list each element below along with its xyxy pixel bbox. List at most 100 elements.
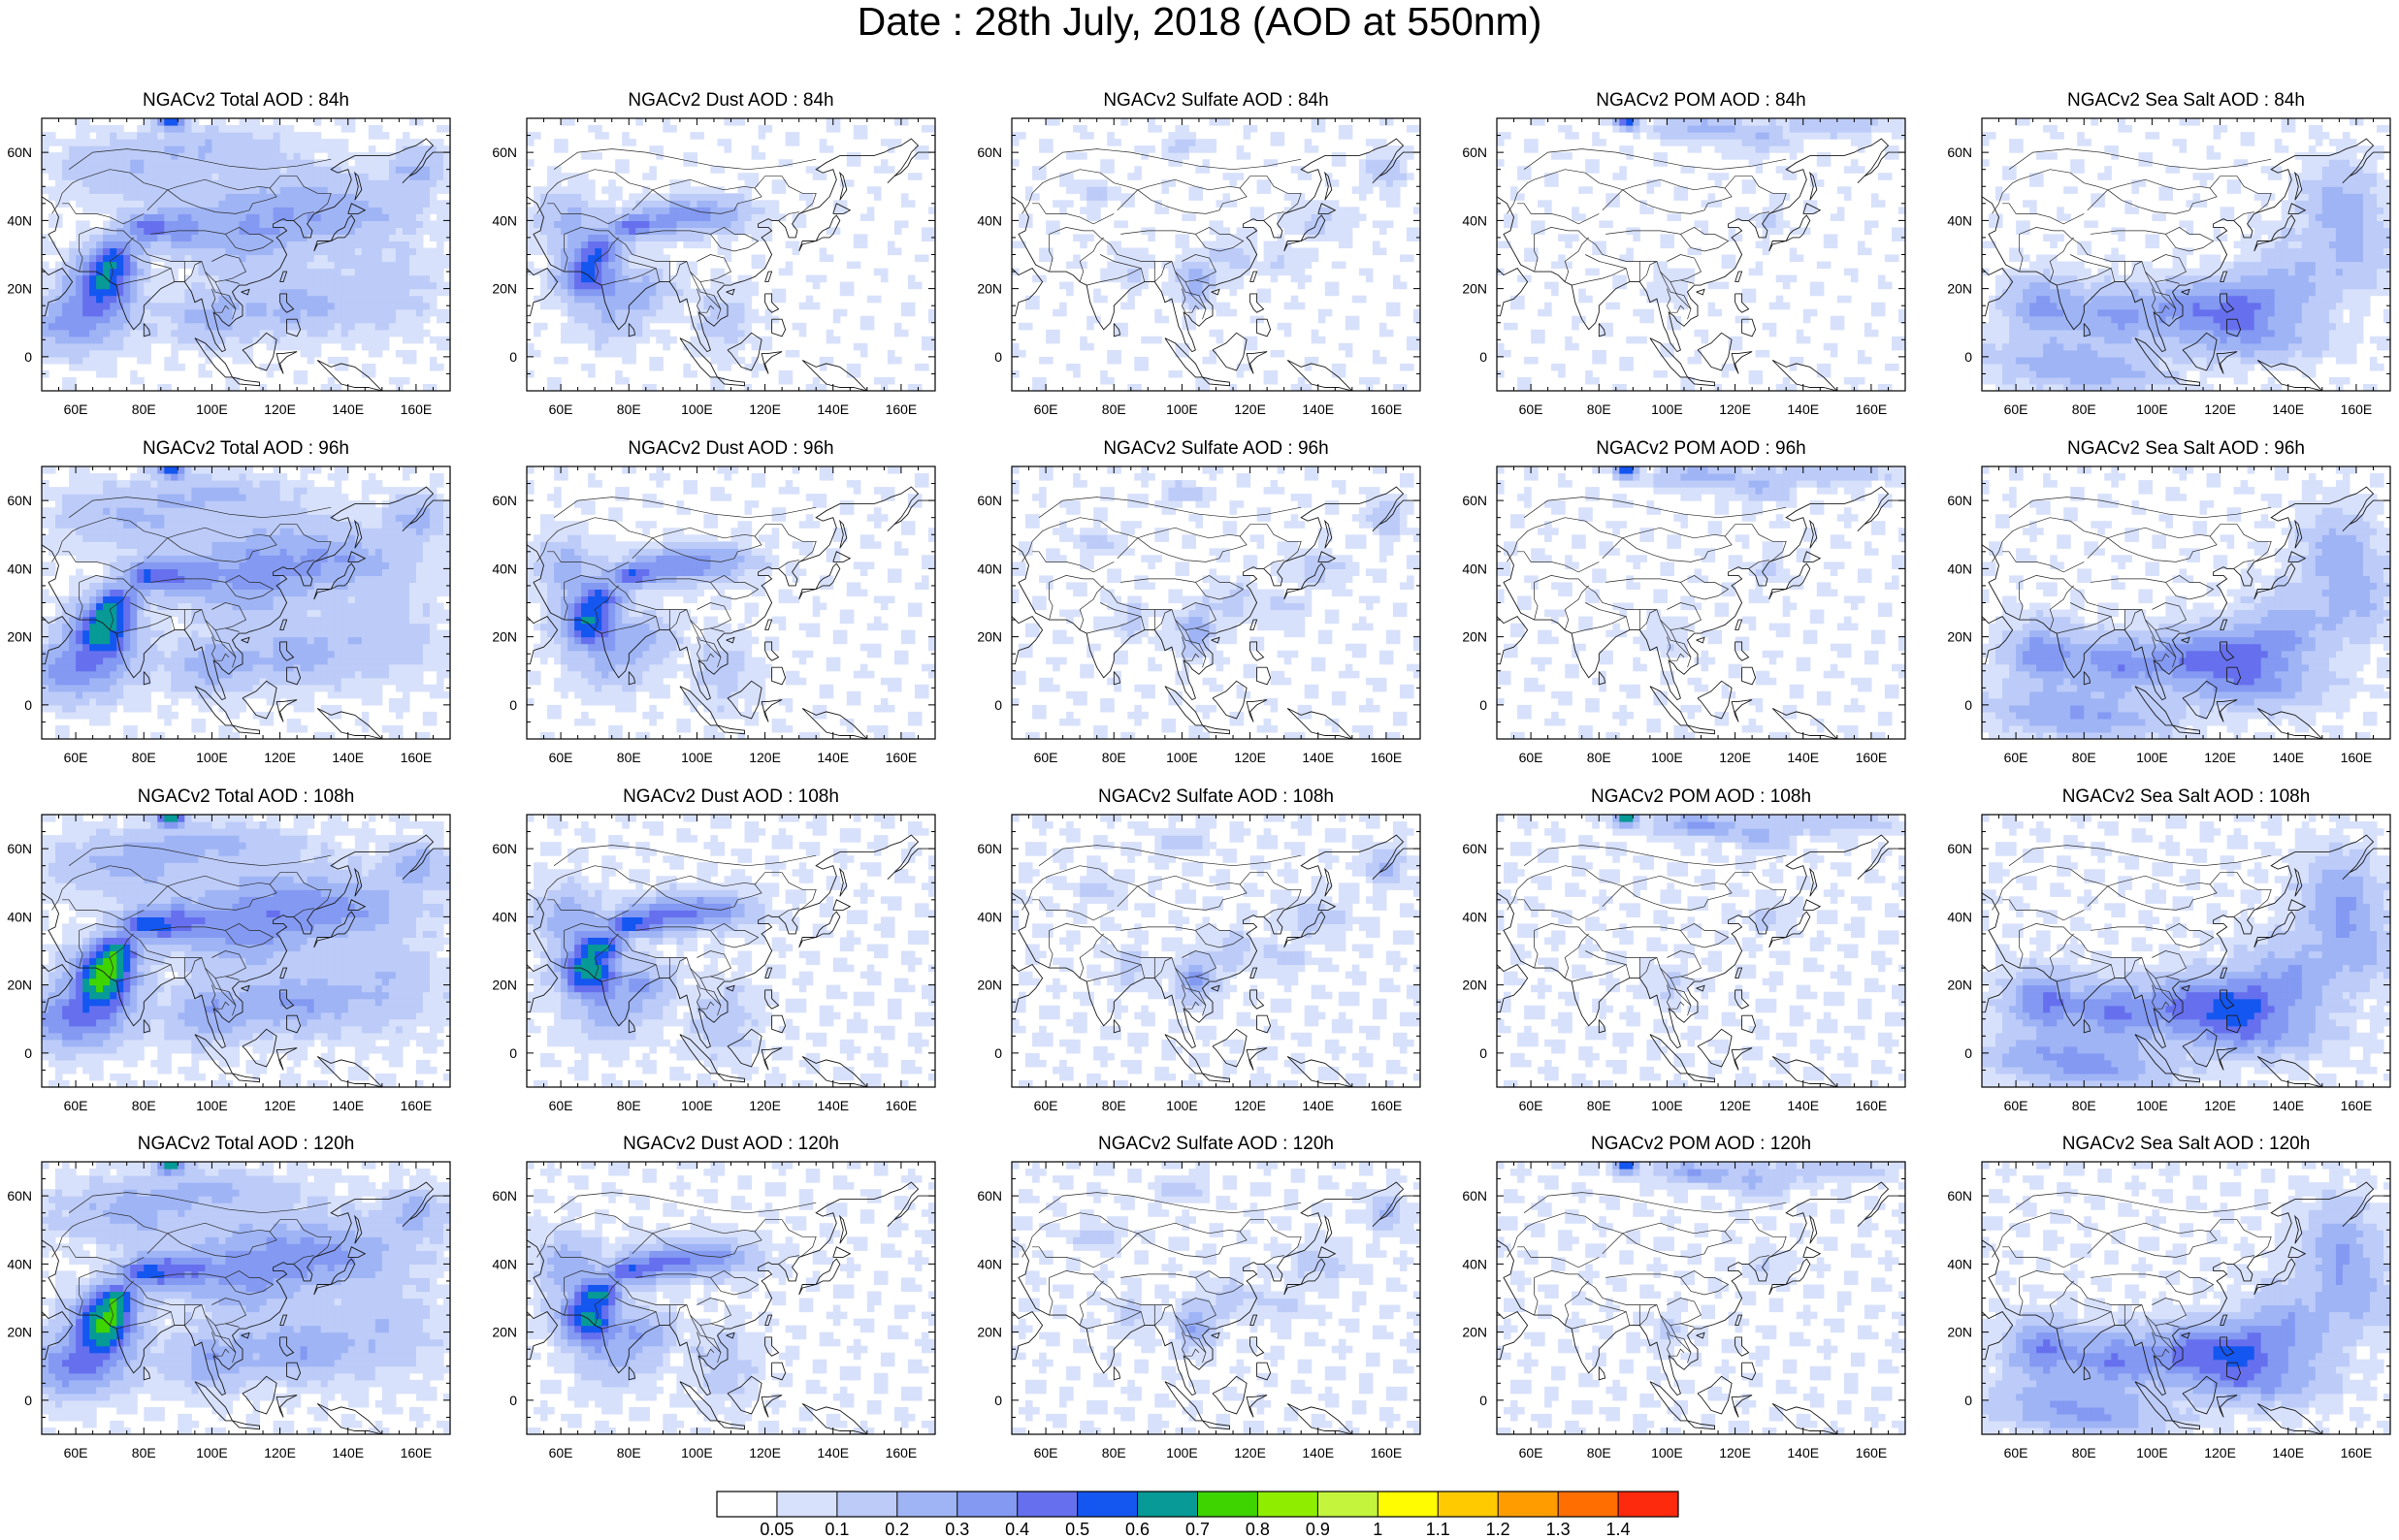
x-tick-label: 120E	[264, 1445, 296, 1460]
colorbar-swatch	[1498, 1492, 1559, 1517]
x-tick-label: 120E	[1719, 1445, 1751, 1460]
x-tick-label: 100E	[196, 1098, 228, 1113]
x-tick-label: 80E	[2072, 1098, 2096, 1113]
coastlines	[1497, 486, 1905, 739]
x-tick-label: 160E	[2341, 401, 2373, 417]
y-tick-label: 20N	[977, 1325, 1002, 1340]
y-tick-label: 0	[1479, 1393, 1487, 1408]
x-tick-label: 60E	[2004, 1445, 2028, 1460]
y-tick-label: 20N	[977, 281, 1002, 297]
aod-field	[42, 118, 450, 391]
x-tick-label: 100E	[2136, 1445, 2168, 1460]
y-tick-label: 0	[509, 1045, 517, 1061]
colorbar-swatch	[776, 1492, 838, 1517]
y-tick-label: 60N	[977, 144, 1002, 160]
aod-field	[1497, 466, 1905, 739]
x-tick-label: 120E	[1719, 401, 1751, 417]
x-tick-label: 80E	[1587, 750, 1611, 765]
colorbar-label: 0.5	[1049, 1521, 1107, 1538]
x-tick-label: 60E	[549, 1098, 573, 1113]
coastlines	[1497, 834, 1905, 1087]
aod-map-total: 60E 80E 100E 120E 140E 160E 60N 40N 20N 0	[7, 814, 451, 1113]
x-tick-label: 100E	[681, 1445, 713, 1460]
aod-map-dust: 60E 80E 100E 120E 140E 160E 60N 40N 20N 0	[492, 465, 936, 765]
x-tick-label: 120E	[2204, 1098, 2236, 1113]
x-tick-label: 160E	[401, 1445, 433, 1460]
panel-title: NGACv2 Sulfate AOD : 96h	[973, 439, 1459, 459]
colorbar-swatches	[716, 1491, 1679, 1518]
x-tick-label: 120E	[264, 401, 296, 417]
y-tick-label: 20N	[7, 978, 32, 993]
y-tick-label: 20N	[492, 281, 517, 297]
panel-title: NGACv2 Dust AOD : 108h	[488, 787, 974, 807]
country-borders	[1021, 1192, 1302, 1364]
x-tick-label: 80E	[1587, 1445, 1611, 1460]
y-tick-label: 60N	[977, 493, 1002, 508]
x-tick-label: 80E	[617, 750, 641, 765]
x-tick-label: 80E	[1102, 1445, 1126, 1460]
colorbar-label: 0.2	[868, 1521, 926, 1538]
aod-map-sulfate: 60E 80E 100E 120E 140E 160E 60N 40N 20N 0	[977, 117, 1421, 417]
x-tick-label: 100E	[2136, 401, 2168, 417]
x-tick-label: 160E	[401, 1098, 433, 1113]
country-borders	[1021, 845, 1302, 1016]
y-tick-label: 40N	[7, 212, 32, 228]
y-tick-label: 40N	[977, 561, 1002, 576]
coastlines	[527, 834, 935, 1087]
y-tick-label: 20N	[977, 629, 1002, 645]
x-tick-label: 80E	[1102, 750, 1126, 765]
colorbar-label: 1	[1348, 1521, 1407, 1538]
x-tick-label: 120E	[1719, 1098, 1751, 1113]
x-tick-label: 160E	[1856, 401, 1888, 417]
y-tick-label: 60N	[977, 1188, 1002, 1203]
country-borders	[1021, 497, 1302, 668]
y-tick-label: 20N	[1462, 281, 1487, 297]
x-tick-label: 100E	[1166, 401, 1198, 417]
country-borders	[536, 148, 817, 320]
x-tick-label: 160E	[886, 1098, 918, 1113]
x-tick-label: 160E	[886, 401, 918, 417]
x-tick-label: 80E	[1587, 1098, 1611, 1113]
y-tick-label: 40N	[1947, 212, 1972, 228]
colorbar-swatch	[1618, 1492, 1679, 1517]
x-tick-label: 80E	[132, 1445, 156, 1460]
aod-map-dust: 60E 80E 100E 120E 140E 160E 60N 40N 20N 0	[492, 117, 936, 417]
x-tick-label: 80E	[2072, 1445, 2096, 1460]
panel-title: NGACv2 Sea Salt AOD : 84h	[1943, 91, 2399, 111]
y-tick-label: 20N	[977, 978, 1002, 993]
x-tick-label: 60E	[2004, 401, 2028, 417]
country-borders	[536, 1192, 817, 1364]
aod-field	[1982, 815, 2390, 1087]
x-tick-label: 60E	[549, 1445, 573, 1460]
aod-map-dust: 60E 80E 100E 120E 140E 160E 60N 40N 20N 0	[492, 1161, 936, 1460]
y-tick-label: 20N	[7, 629, 32, 645]
y-tick-label: 60N	[492, 493, 517, 508]
country-borders	[51, 497, 332, 668]
x-tick-label: 160E	[2341, 1445, 2373, 1460]
colorbar-swatch	[1257, 1492, 1318, 1517]
x-tick-label: 120E	[749, 750, 781, 765]
panel-title: NGACv2 Dust AOD : 120h	[488, 1135, 974, 1154]
y-tick-label: 60N	[7, 493, 32, 508]
panel-title: NGACv2 Sea Salt AOD : 108h	[1943, 787, 2399, 807]
figure-title: Date : 28th July, 2018 (AOD at 550nm)	[0, 2, 2399, 42]
coastlines	[1982, 138, 2390, 391]
x-tick-label: 140E	[2272, 401, 2304, 417]
x-tick-label: 60E	[2004, 750, 2028, 765]
x-tick-label: 60E	[1519, 1445, 1543, 1460]
coastlines	[1982, 1181, 2390, 1434]
coastlines	[1012, 1181, 1420, 1434]
x-tick-label: 60E	[549, 750, 573, 765]
x-tick-label: 100E	[1651, 401, 1683, 417]
coastlines	[1012, 138, 1420, 391]
country-borders	[51, 148, 332, 320]
x-tick-label: 100E	[681, 401, 713, 417]
panel-title: NGACv2 Total AOD : 120h	[3, 1135, 489, 1154]
x-tick-label: 100E	[1651, 750, 1683, 765]
coastlines	[42, 1181, 450, 1434]
x-tick-label: 160E	[401, 750, 433, 765]
aod-map-seasalt: 60E 80E 100E 120E 140E 160E 60N 40N 20N 0	[1947, 117, 2391, 417]
y-tick-label: 20N	[1462, 978, 1487, 993]
x-tick-label: 80E	[617, 401, 641, 417]
x-tick-label: 140E	[332, 401, 364, 417]
